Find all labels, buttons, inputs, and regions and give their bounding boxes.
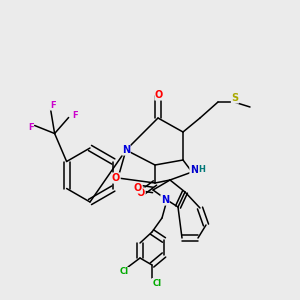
Text: F: F [72, 111, 77, 120]
Text: O: O [137, 188, 145, 198]
Text: N: N [122, 145, 130, 155]
Text: O: O [112, 173, 120, 183]
Text: F: F [28, 123, 33, 132]
Text: H: H [199, 166, 206, 175]
Text: Cl: Cl [152, 278, 162, 287]
Text: O: O [155, 90, 163, 100]
Text: O: O [134, 183, 142, 193]
Text: Cl: Cl [119, 268, 129, 277]
Text: N: N [190, 165, 198, 175]
Text: N: N [161, 195, 169, 205]
Text: F: F [50, 101, 56, 110]
Text: S: S [231, 93, 239, 103]
